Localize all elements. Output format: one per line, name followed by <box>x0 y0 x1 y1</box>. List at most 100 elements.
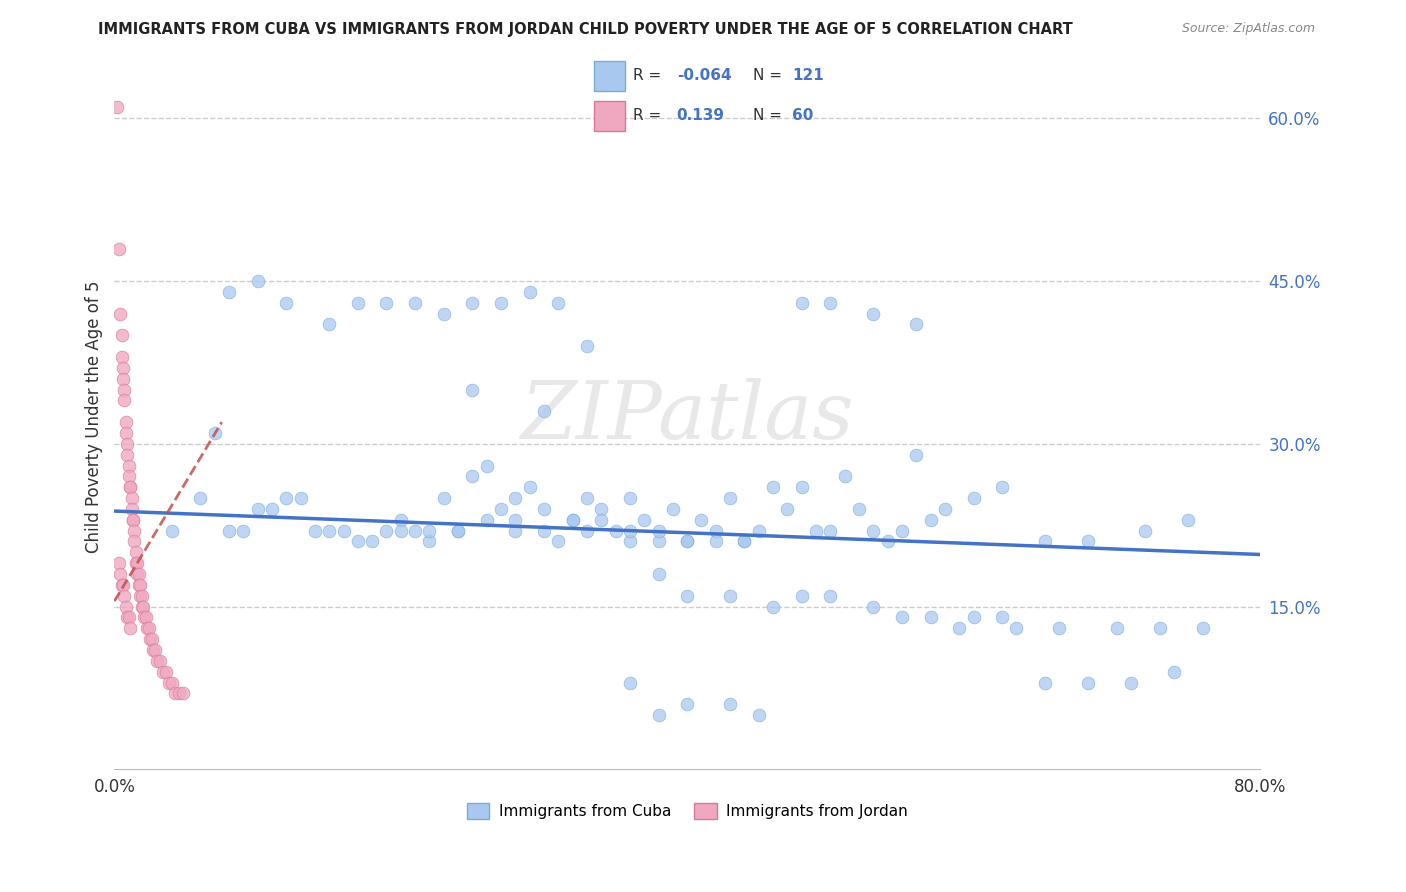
Point <box>122 513 145 527</box>
Point <box>790 589 813 603</box>
Point <box>718 491 741 505</box>
Point <box>733 534 755 549</box>
Point <box>155 665 177 679</box>
Point <box>131 599 153 614</box>
Point <box>790 295 813 310</box>
Point <box>346 534 368 549</box>
Point <box>433 491 456 505</box>
Point <box>704 524 727 538</box>
Point <box>461 295 484 310</box>
Point <box>1135 524 1157 538</box>
Point <box>461 469 484 483</box>
Text: N =: N = <box>754 108 787 123</box>
Point <box>1163 665 1185 679</box>
Point <box>561 513 583 527</box>
Point <box>117 610 139 624</box>
Point <box>332 524 354 538</box>
Point <box>108 567 131 582</box>
Point <box>115 599 138 614</box>
Point <box>475 513 498 527</box>
Point <box>121 502 143 516</box>
Point <box>118 610 141 624</box>
Text: 60: 60 <box>792 108 813 123</box>
Point <box>124 524 146 538</box>
Point <box>142 643 165 657</box>
Point <box>575 524 598 538</box>
Point <box>619 675 641 690</box>
Point <box>139 632 162 646</box>
Point <box>157 675 180 690</box>
Point <box>505 524 527 538</box>
Point <box>110 350 132 364</box>
Point <box>991 610 1014 624</box>
Point <box>131 589 153 603</box>
Point <box>276 295 298 310</box>
FancyBboxPatch shape <box>595 101 624 130</box>
Point <box>1149 621 1171 635</box>
Point <box>290 491 312 505</box>
Point <box>389 524 412 538</box>
Point <box>519 480 541 494</box>
Point <box>246 274 269 288</box>
Point <box>418 534 440 549</box>
Point <box>389 513 412 527</box>
Point <box>762 599 785 614</box>
Point <box>962 491 984 505</box>
FancyBboxPatch shape <box>595 62 624 91</box>
Point <box>120 621 142 635</box>
Point <box>489 295 512 310</box>
Point <box>718 697 741 711</box>
Point <box>1105 621 1128 635</box>
Point <box>404 295 426 310</box>
Point <box>962 610 984 624</box>
Point <box>138 621 160 635</box>
Point <box>110 328 132 343</box>
Point <box>105 100 128 114</box>
Point <box>776 502 799 516</box>
Point <box>948 621 970 635</box>
Point <box>246 502 269 516</box>
Point <box>114 589 136 603</box>
Point <box>890 610 912 624</box>
Point <box>114 393 136 408</box>
Point <box>820 589 842 603</box>
Point <box>619 524 641 538</box>
Point <box>404 524 426 538</box>
Point <box>1047 621 1070 635</box>
Point <box>676 534 699 549</box>
Point <box>188 491 211 505</box>
Point <box>647 534 669 549</box>
Point <box>122 513 145 527</box>
Text: N =: N = <box>754 69 787 84</box>
Point <box>505 491 527 505</box>
Point <box>461 383 484 397</box>
Point <box>129 589 152 603</box>
Point <box>876 534 898 549</box>
Point <box>834 469 856 483</box>
Point <box>121 491 143 505</box>
Point <box>676 589 699 603</box>
Point <box>1077 534 1099 549</box>
Point <box>124 534 146 549</box>
Point <box>533 524 555 538</box>
Point <box>1177 513 1199 527</box>
Point <box>862 524 884 538</box>
Point <box>647 708 669 723</box>
Point <box>361 534 384 549</box>
Point <box>748 524 770 538</box>
Point <box>1077 675 1099 690</box>
Point <box>134 610 156 624</box>
Point <box>110 578 132 592</box>
Point <box>1005 621 1028 635</box>
Point <box>115 415 138 429</box>
Point <box>905 448 928 462</box>
Legend: Immigrants from Cuba, Immigrants from Jordan: Immigrants from Cuba, Immigrants from Jo… <box>460 797 914 825</box>
Text: R =: R = <box>633 69 666 84</box>
Point <box>375 524 398 538</box>
Point <box>447 524 470 538</box>
Point <box>111 360 134 375</box>
Point <box>111 372 134 386</box>
Point <box>146 654 169 668</box>
Text: 121: 121 <box>792 69 824 84</box>
Point <box>135 610 157 624</box>
